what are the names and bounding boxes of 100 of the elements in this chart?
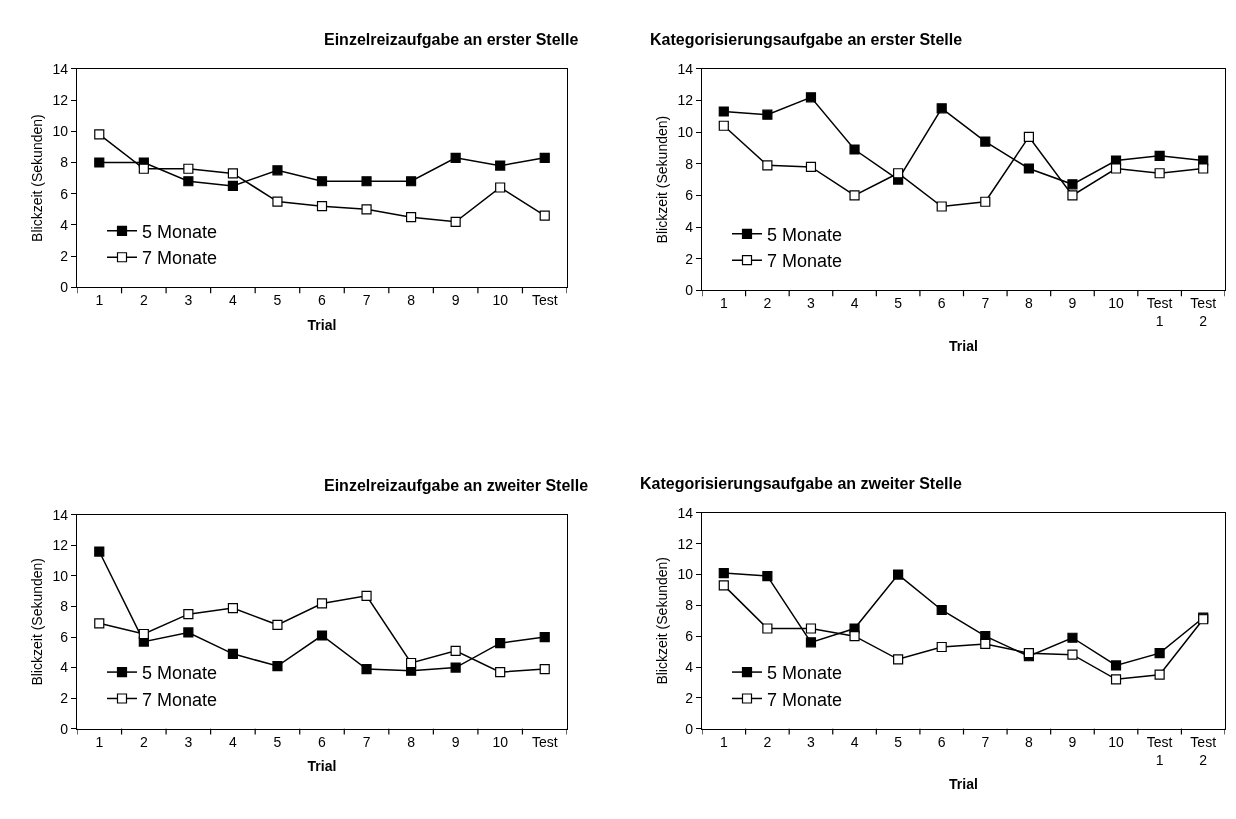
y-tick-label: 8 — [60, 154, 69, 171]
point — [183, 609, 194, 620]
legend-label: 7 Monate — [142, 248, 218, 269]
x-axis-title: Trial — [949, 337, 978, 354]
point — [936, 103, 947, 114]
x-axis-title: Trial — [307, 757, 337, 774]
point — [893, 569, 904, 580]
point — [762, 160, 773, 171]
y-tick-label: 10 — [52, 567, 69, 584]
x-tick-label: 8 — [1024, 733, 1033, 750]
x-tick-label: 2 — [763, 295, 772, 312]
legend-label: 7 Monate — [767, 251, 843, 272]
point — [1154, 168, 1165, 179]
x-tick-label: 8 — [407, 292, 416, 309]
point — [1023, 163, 1034, 174]
point — [272, 165, 283, 176]
point — [450, 152, 461, 163]
point — [272, 196, 283, 207]
legend-label: 7 Monate — [767, 689, 843, 710]
y-tick-label: 12 — [52, 91, 69, 108]
x-tick-label: 10 — [1108, 733, 1125, 750]
point — [849, 631, 860, 642]
x-tick-label: Test 1 — [1146, 295, 1173, 330]
point — [1067, 632, 1078, 643]
x-tick-label: 10 — [492, 292, 509, 309]
point — [316, 201, 328, 212]
y-tick-label: 14 — [52, 506, 69, 523]
y-tick-label: 14 — [677, 504, 694, 521]
point — [450, 216, 461, 227]
y-tick-label: 10 — [677, 566, 694, 583]
x-tick-label: 7 — [362, 292, 371, 309]
x-tick-label: 5 — [894, 733, 903, 750]
legend-label: 5 Monate — [767, 224, 843, 245]
point — [718, 567, 729, 579]
point — [495, 667, 506, 678]
point — [1110, 674, 1122, 685]
point — [1154, 150, 1165, 161]
y-tick-label: 8 — [60, 598, 69, 615]
x-tick-label: 4 — [229, 292, 238, 309]
x-axis-title: Trial — [307, 316, 337, 333]
x-tick-label: 7 — [981, 733, 990, 750]
point — [980, 136, 991, 147]
x-tick-label: 10 — [1108, 295, 1125, 312]
y-tick-label: 4 — [685, 658, 694, 675]
point — [1067, 190, 1078, 201]
x-tick-label: 2 — [139, 292, 148, 309]
y-tick-label: 8 — [685, 597, 694, 614]
y-tick-label: 8 — [685, 155, 694, 172]
point — [936, 201, 947, 212]
x-tick-label: 2 — [763, 733, 772, 750]
chart-title: Einzelreizaufgabe an zweiter Stelle — [324, 477, 589, 494]
point — [495, 638, 506, 649]
chart-title: Kategorisierungsaufgabe an zweiter Stelle — [640, 475, 962, 492]
legend-label: 7 Monate — [142, 689, 218, 710]
legend-label: 5 Monate — [142, 663, 218, 684]
point — [893, 168, 904, 179]
point — [1154, 669, 1165, 680]
x-tick-label: 9 — [451, 733, 460, 750]
y-tick-label: 10 — [52, 123, 69, 140]
x-tick-label: 9 — [1068, 295, 1077, 312]
point — [316, 598, 328, 609]
point — [138, 628, 149, 640]
point — [405, 212, 417, 223]
point — [1110, 163, 1122, 174]
point — [980, 196, 991, 207]
point — [1067, 649, 1078, 660]
y-axis-title: Blickzeit (Sekunden) — [654, 556, 671, 685]
y-tick-label: 10 — [677, 124, 694, 140]
y-axis-title: Blickzeit (Sekunden) — [29, 557, 46, 686]
point — [980, 638, 991, 649]
y-tick-label: 0 — [685, 282, 694, 299]
x-tick-label: Test — [531, 292, 558, 309]
point — [805, 623, 817, 634]
x-tick-label: Test 2 — [1190, 733, 1217, 768]
point — [805, 161, 817, 173]
x-tick-label: 1 — [95, 733, 104, 750]
y-tick-label: 6 — [60, 628, 69, 645]
point — [405, 657, 417, 669]
y-tick-label: 2 — [60, 248, 69, 265]
y-axis-title: Blickzeit (Sekunden) — [654, 115, 671, 244]
point — [849, 190, 860, 201]
y-tick-label: 2 — [685, 250, 694, 267]
point — [1023, 131, 1034, 142]
point — [1067, 179, 1078, 190]
y-tick-label: 14 — [677, 60, 694, 77]
point — [138, 163, 149, 174]
point — [936, 604, 947, 616]
point — [361, 176, 372, 187]
y-tick-label: 0 — [60, 279, 69, 296]
y-tick-label: 4 — [60, 216, 69, 233]
point — [227, 602, 239, 614]
chart-title: Einzelreizaufgabe an erster Stelle — [324, 31, 579, 48]
point — [495, 182, 506, 193]
y-tick-label: 0 — [60, 720, 69, 737]
y-tick-label: 4 — [685, 218, 694, 235]
y-tick-label: 12 — [677, 92, 694, 109]
x-tick-label: 1 — [719, 733, 728, 750]
x-tick-label: 3 — [184, 292, 193, 309]
point — [762, 571, 773, 582]
point — [762, 109, 773, 120]
